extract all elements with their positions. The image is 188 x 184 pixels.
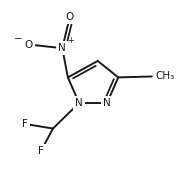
Text: O: O [25, 40, 33, 49]
Text: CH₃: CH₃ [156, 71, 175, 82]
Text: F: F [38, 146, 44, 156]
Text: F: F [22, 119, 28, 129]
Text: O: O [66, 12, 74, 22]
Text: N: N [75, 98, 83, 108]
Text: +: + [67, 36, 74, 45]
Text: N: N [103, 98, 111, 108]
Text: N: N [58, 43, 66, 53]
Text: −: − [14, 34, 23, 44]
